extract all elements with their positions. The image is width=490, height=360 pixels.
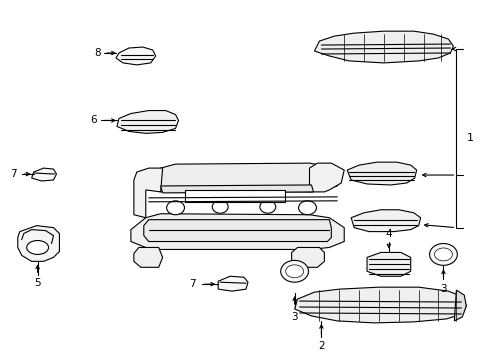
Polygon shape (294, 287, 466, 323)
Text: 8: 8 (94, 48, 100, 58)
Polygon shape (116, 47, 156, 65)
Text: 7: 7 (10, 169, 17, 179)
Text: 5: 5 (34, 278, 41, 288)
Ellipse shape (298, 201, 317, 215)
Text: 3: 3 (440, 284, 447, 294)
Ellipse shape (286, 265, 303, 278)
Ellipse shape (167, 201, 184, 215)
Polygon shape (134, 168, 163, 218)
Ellipse shape (26, 240, 49, 255)
Polygon shape (131, 214, 344, 249)
Polygon shape (351, 210, 420, 231)
Text: 4: 4 (386, 229, 392, 239)
Polygon shape (32, 168, 56, 181)
Bar (185, 190, 285, 202)
Polygon shape (347, 162, 416, 185)
Ellipse shape (430, 243, 457, 265)
Polygon shape (149, 163, 341, 192)
Text: 7: 7 (189, 279, 196, 289)
Text: 3: 3 (291, 312, 298, 322)
Polygon shape (292, 247, 324, 267)
Polygon shape (218, 276, 248, 291)
Text: 2: 2 (318, 341, 325, 351)
Ellipse shape (260, 201, 276, 213)
Polygon shape (117, 111, 178, 133)
Polygon shape (454, 290, 466, 321)
Polygon shape (310, 163, 344, 192)
Ellipse shape (281, 260, 309, 282)
Text: 6: 6 (90, 116, 97, 126)
Polygon shape (134, 247, 163, 267)
Ellipse shape (212, 201, 228, 213)
Text: 1: 1 (467, 133, 474, 143)
Polygon shape (161, 185, 314, 193)
Polygon shape (144, 220, 331, 242)
Polygon shape (367, 252, 411, 276)
Polygon shape (18, 226, 59, 261)
Polygon shape (315, 31, 453, 63)
Ellipse shape (435, 248, 452, 261)
